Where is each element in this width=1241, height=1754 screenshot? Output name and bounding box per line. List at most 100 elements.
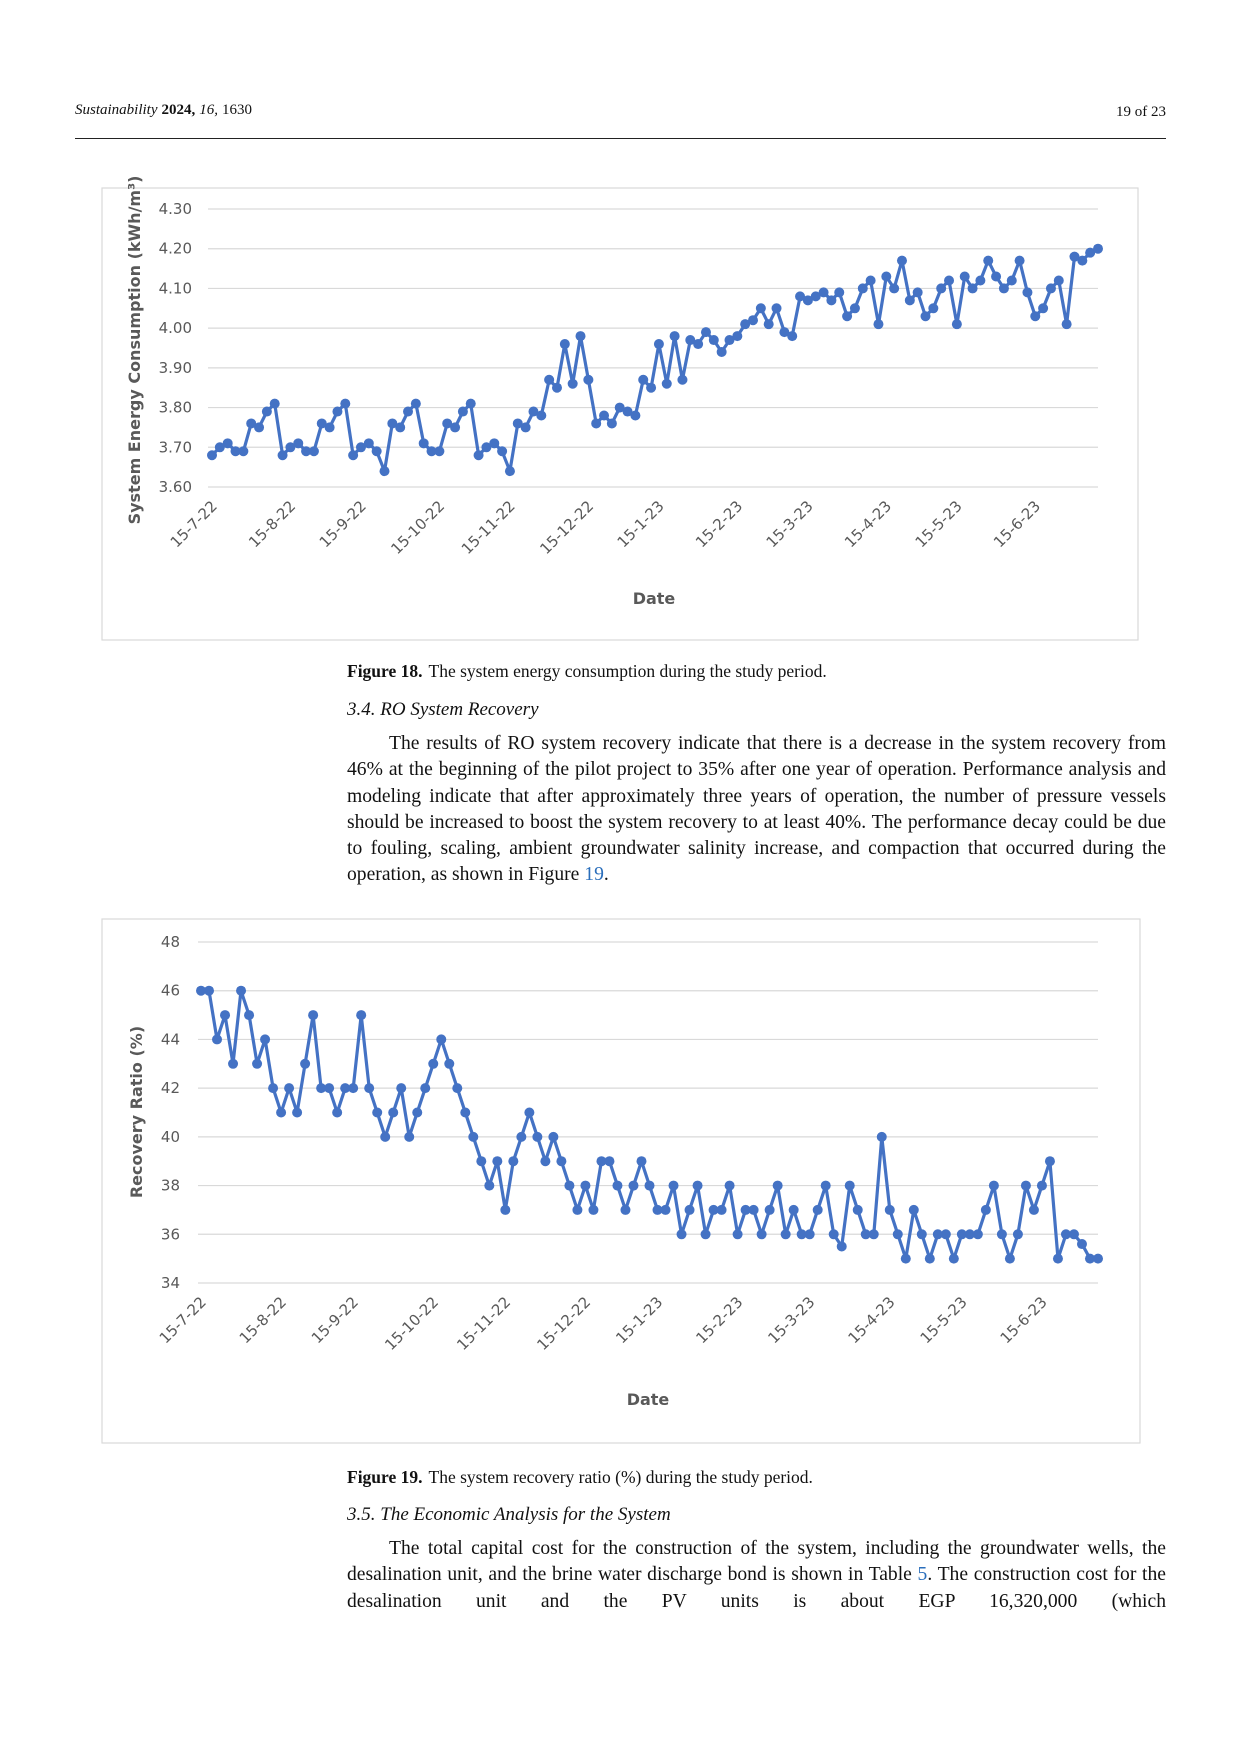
paragraph-text: . The construction cost for the desalina… <box>347 1564 1166 1612</box>
data-point <box>889 283 900 294</box>
x-tick-label: 15-3-23 <box>764 1293 818 1347</box>
data-point <box>732 331 743 342</box>
data-point <box>212 1034 223 1045</box>
data-point <box>740 1204 751 1215</box>
data-point <box>457 406 468 417</box>
data-point <box>614 402 625 413</box>
data-point <box>991 271 1002 282</box>
data-point <box>652 1204 663 1215</box>
data-point <box>1076 1239 1087 1250</box>
data-point <box>948 1253 959 1264</box>
data-point <box>269 398 280 409</box>
data-point <box>1020 1180 1031 1191</box>
data-point <box>780 1229 791 1240</box>
data-point <box>644 1180 655 1191</box>
data-point <box>244 1010 255 1021</box>
y-axis-title: System Energy Consumption (kWh/m³) <box>125 176 144 525</box>
data-point <box>460 1107 471 1118</box>
x-tick-label: 15-5-23 <box>912 497 966 551</box>
y-tick-label: 3.60 <box>159 478 192 496</box>
data-point <box>316 418 327 429</box>
data-point <box>516 1131 527 1142</box>
data-point <box>196 985 206 996</box>
data-point <box>355 442 366 453</box>
x-tick-label: 15-12-22 <box>533 1293 594 1354</box>
data-point <box>396 1083 407 1094</box>
data-point <box>924 1253 935 1264</box>
data-point <box>340 398 351 409</box>
x-tick-label: 15-11-22 <box>458 497 519 558</box>
data-point <box>928 303 939 314</box>
data-point <box>668 1180 679 1191</box>
data-point <box>700 1229 711 1240</box>
data-point <box>428 1058 439 1069</box>
data-point <box>222 438 233 449</box>
data-point <box>716 346 727 357</box>
data-point <box>332 406 343 417</box>
y-tick-label: 3.90 <box>159 359 192 377</box>
data-point <box>900 1253 911 1264</box>
data-point <box>497 446 508 457</box>
data-point <box>230 446 241 457</box>
data-point <box>301 446 312 457</box>
y-tick-label: 46 <box>161 982 180 1000</box>
data-point <box>308 1010 319 1021</box>
data-point <box>684 1204 695 1215</box>
data-point <box>810 291 821 302</box>
data-point <box>481 442 492 453</box>
data-point <box>1061 319 1072 330</box>
data-point <box>881 271 892 282</box>
data-point <box>732 1229 743 1240</box>
data-point <box>363 438 374 449</box>
data-point <box>268 1083 279 1094</box>
data-point <box>444 1058 455 1069</box>
data-point <box>636 1156 647 1167</box>
data-line <box>210 247 1099 473</box>
x-axis-title: Date <box>627 1390 670 1409</box>
table-link[interactable]: 5 <box>917 1564 928 1586</box>
data-point <box>591 418 602 429</box>
page-number: 19 of 23 <box>1116 104 1166 120</box>
data-point <box>371 446 382 457</box>
data-point <box>388 1107 399 1118</box>
figure-link[interactable]: 19 <box>584 864 604 886</box>
data-point <box>795 291 806 302</box>
data-point <box>236 985 247 996</box>
data-point <box>508 1156 519 1167</box>
chart-frame <box>101 187 1139 641</box>
data-point <box>764 1204 775 1215</box>
data-point <box>818 287 829 298</box>
figure-caption: Figure 18. The system energy consumption … <box>347 661 827 682</box>
data-point <box>604 1156 615 1167</box>
data-point <box>564 1180 575 1191</box>
x-tick-label: 15-8-22 <box>236 1293 290 1347</box>
data-point <box>1044 1156 1055 1167</box>
x-tick-label: 15-1-23 <box>614 497 668 551</box>
x-tick-label: 15-9-22 <box>316 497 370 551</box>
data-point <box>356 1010 367 1021</box>
data-point <box>975 275 986 286</box>
data-point <box>532 1131 543 1142</box>
data-point <box>959 271 970 282</box>
data-point <box>1045 283 1056 294</box>
section-heading: 3.4. RO System Recovery <box>347 699 539 720</box>
data-point <box>548 1131 559 1142</box>
data-point <box>622 406 633 417</box>
data-point <box>936 283 947 294</box>
data-point <box>956 1229 967 1240</box>
data-point <box>512 418 523 429</box>
caption-text: The system recovery ratio (%) during the… <box>428 1467 813 1487</box>
data-point <box>484 1180 495 1191</box>
data-point <box>246 418 257 429</box>
paragraph: The results of RO system recovery indica… <box>347 731 1166 889</box>
paragraph-text: . <box>603 864 609 886</box>
data-point <box>572 1204 583 1215</box>
data-point <box>820 1180 831 1191</box>
x-tick-label: 15-9-22 <box>308 1293 362 1347</box>
data-point <box>646 382 657 393</box>
data-point <box>932 1229 943 1240</box>
data-point <box>842 311 853 322</box>
data-point <box>292 1107 303 1118</box>
data-point <box>692 1180 703 1191</box>
